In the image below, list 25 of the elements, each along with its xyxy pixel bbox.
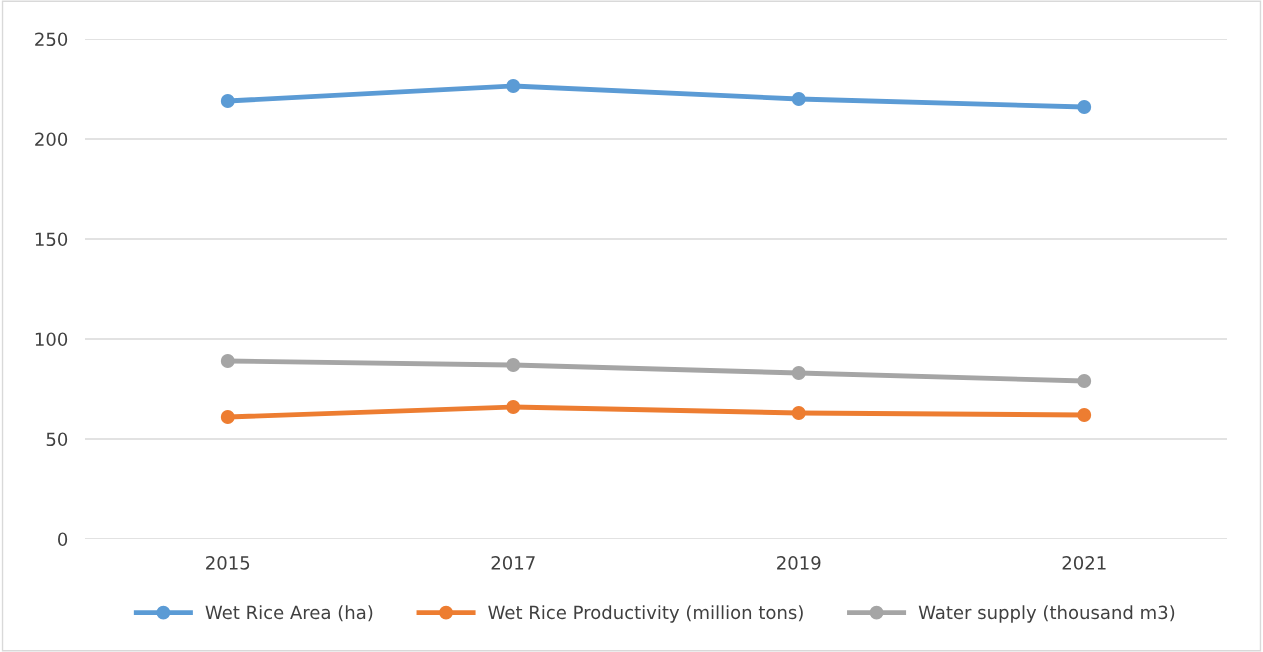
legend-label: Wet Rice Productivity (million tons) bbox=[488, 605, 803, 623]
x-tick-label: 2021 bbox=[1062, 555, 1106, 570]
x-tick-label: 2019 bbox=[777, 555, 821, 570]
point bbox=[506, 79, 521, 93]
point bbox=[220, 94, 235, 108]
y-tick-label: 100 bbox=[35, 332, 68, 347]
legend-label: Water supply (thousand m3) bbox=[918, 605, 1175, 623]
point bbox=[506, 400, 521, 414]
point bbox=[220, 354, 235, 368]
point bbox=[220, 410, 235, 424]
y-tick-label: 50 bbox=[46, 432, 68, 447]
x-tick-label: 2015 bbox=[206, 555, 250, 570]
point bbox=[506, 358, 521, 372]
y-tick-label: 0 bbox=[58, 532, 68, 547]
point bbox=[791, 92, 806, 106]
x-tick-label: 2017 bbox=[491, 555, 535, 570]
point bbox=[791, 366, 806, 380]
y-tick-label: 250 bbox=[35, 32, 68, 47]
point bbox=[791, 406, 806, 420]
legend-label: Wet Rice Area (ha) bbox=[205, 605, 373, 622]
y-tick-label: 200 bbox=[35, 132, 68, 147]
point bbox=[1077, 100, 1092, 114]
point bbox=[1077, 374, 1092, 388]
y-tick-label: 150 bbox=[35, 232, 68, 247]
point bbox=[1077, 408, 1092, 422]
